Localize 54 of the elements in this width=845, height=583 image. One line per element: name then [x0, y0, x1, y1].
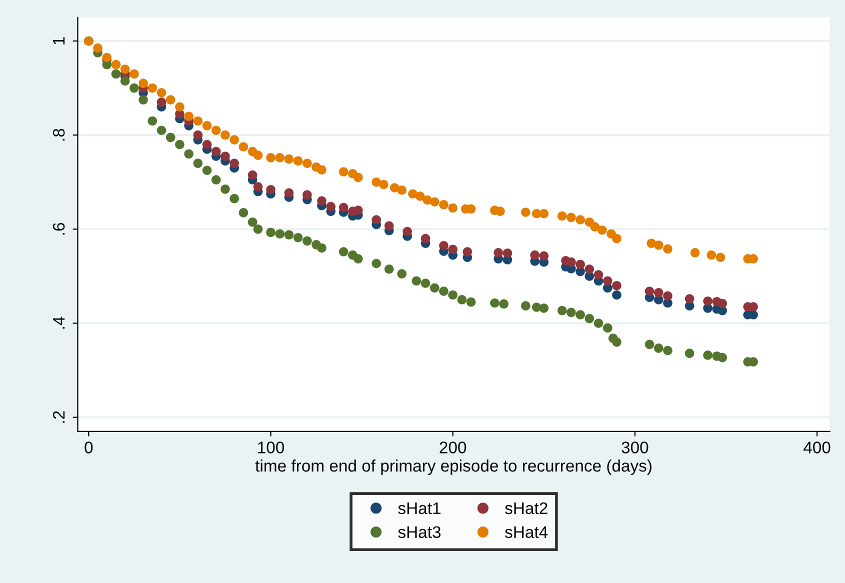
point — [703, 296, 712, 306]
point — [494, 248, 504, 258]
point — [612, 280, 622, 290]
point — [420, 234, 430, 244]
point — [448, 244, 458, 254]
point — [654, 288, 664, 298]
legend-label: sHat3 — [398, 526, 441, 538]
point — [193, 130, 203, 140]
legend-label: sHat2 — [505, 502, 548, 514]
point — [502, 248, 512, 258]
point — [220, 152, 230, 161]
point — [644, 286, 654, 296]
point — [576, 260, 585, 270]
y-tick-label: .4 — [53, 316, 65, 329]
point — [266, 184, 276, 194]
y-tick-label: .8 — [52, 128, 65, 141]
point — [156, 98, 166, 107]
x-tick-label: 300 — [622, 442, 648, 454]
x-axis-title: time from end of primary episode to recurrence (days) — [255, 459, 652, 475]
point — [384, 221, 394, 231]
point — [718, 298, 728, 308]
point — [530, 250, 540, 260]
point — [684, 294, 694, 304]
x-tick-label: 400 — [804, 442, 830, 454]
point — [372, 215, 382, 224]
legend-label: sHat1 — [398, 502, 440, 514]
point — [230, 158, 239, 168]
point — [317, 196, 326, 206]
point — [402, 226, 412, 236]
point — [302, 190, 312, 200]
y-tick-label: .2 — [52, 411, 65, 423]
point — [248, 170, 258, 180]
point — [602, 276, 612, 286]
x-tick-label: 100 — [258, 442, 284, 454]
point — [439, 240, 448, 250]
point — [354, 206, 363, 215]
y-tick-label: 1 — [53, 37, 65, 44]
point — [462, 247, 472, 256]
point — [211, 146, 221, 156]
point — [326, 202, 336, 212]
point — [612, 290, 622, 300]
y-tick-label: .6 — [52, 222, 65, 235]
point — [338, 202, 348, 212]
point — [253, 182, 263, 192]
legend-label: sHat4 — [505, 526, 548, 538]
point — [284, 188, 294, 198]
point — [594, 270, 604, 280]
point — [663, 291, 672, 301]
point — [584, 264, 594, 274]
point — [566, 257, 576, 267]
x-tick-label: 0 — [84, 442, 93, 454]
point — [202, 140, 212, 150]
x-tick-label: 200 — [440, 442, 466, 454]
point — [539, 251, 549, 261]
